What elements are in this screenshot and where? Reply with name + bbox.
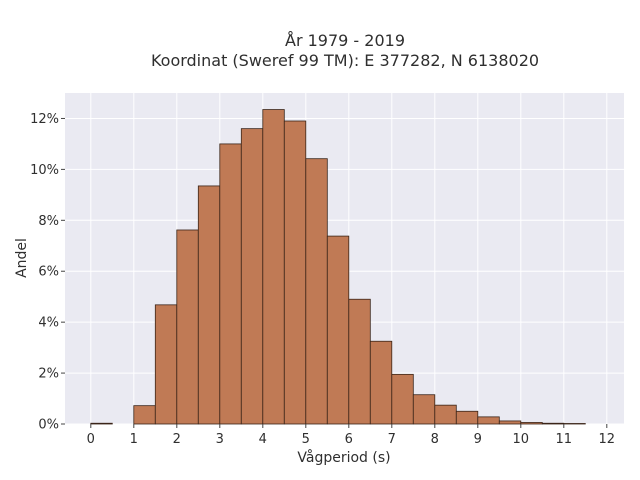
x-tick-label: 7 (388, 432, 396, 447)
x-tick-label: 9 (474, 432, 482, 447)
histogram-bar (369, 340, 393, 425)
x-tick-label: 8 (431, 432, 439, 447)
histogram-bar (197, 185, 221, 425)
histogram-bar (434, 404, 457, 425)
x-axis-ticks: 0 1 2 3 4 5 6 7 8 9 10 11 12 (87, 424, 615, 447)
histogram-bar (477, 416, 500, 425)
histogram-bar (133, 405, 156, 425)
histogram-bar (305, 158, 328, 425)
y-tick-label: 6% (38, 265, 59, 280)
x-tick-label: 0 (87, 432, 95, 447)
histogram-bar (154, 304, 178, 425)
x-tick-label: 5 (302, 432, 310, 447)
x-tick-label: 1 (130, 432, 138, 447)
x-tick-label: 10 (513, 432, 530, 447)
histogram-bar (262, 109, 285, 425)
histogram-bar (219, 143, 242, 425)
y-tick-label: 4% (38, 316, 59, 331)
y-axis-label: Andel (14, 238, 30, 278)
y-axis-ticks: 0% 2% 4% 6% 8% 10% 12% (30, 112, 65, 433)
bars (90, 109, 586, 425)
histogram-bar (391, 373, 414, 425)
histogram-bar (520, 422, 543, 425)
histogram-bar (90, 422, 113, 425)
chart-subtitle: Koordinat (Sweref 99 TM): E 377282, N 61… (151, 51, 539, 70)
histogram-bar (412, 394, 436, 425)
histogram-bar (176, 229, 199, 425)
y-tick-label: 8% (38, 214, 59, 229)
histogram-bar (348, 298, 371, 425)
y-tick-label: 0% (38, 418, 59, 433)
x-tick-label: 3 (216, 432, 224, 447)
histogram-bar (541, 422, 565, 425)
y-tick-label: 12% (30, 112, 59, 127)
histogram-bar (326, 235, 350, 425)
x-tick-label: 11 (556, 432, 573, 447)
histogram-bar (283, 120, 307, 425)
chart-title: År 1979 - 2019 (285, 31, 405, 50)
x-tick-label: 4 (259, 432, 267, 447)
x-tick-label: 2 (173, 432, 181, 447)
x-tick-label: 12 (599, 432, 616, 447)
x-tick-label: 6 (345, 432, 353, 447)
y-tick-label: 2% (38, 367, 59, 382)
histogram-bar (240, 128, 264, 425)
histogram-bar (455, 410, 479, 425)
y-tick-label: 10% (30, 163, 59, 178)
x-axis-label: Vågperiod (s) (297, 449, 390, 466)
histogram-bar (563, 423, 586, 425)
histogram-bar (498, 420, 522, 425)
